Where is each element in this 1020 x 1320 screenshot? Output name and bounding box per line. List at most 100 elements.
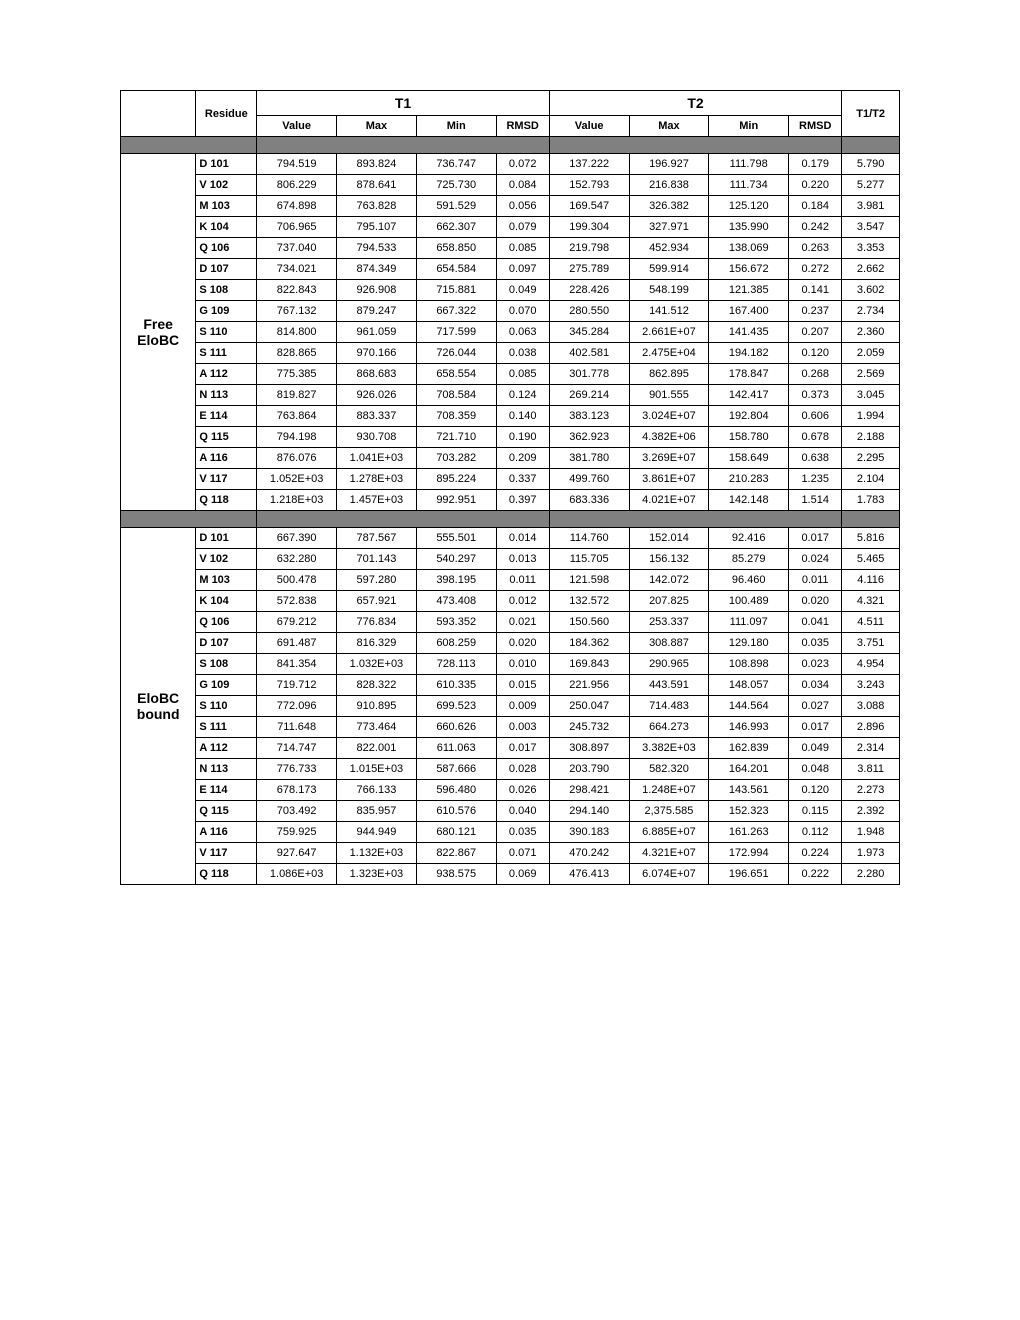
ratio: 3.811 [842, 759, 900, 780]
t1-max: 787.567 [337, 528, 417, 549]
table-row: D 107691.487816.329608.2590.020184.36230… [121, 633, 900, 654]
t1-min: 708.584 [416, 385, 496, 406]
residue-cell: D 101 [196, 528, 257, 549]
t1-min: 736.747 [416, 154, 496, 175]
table-row: Q 115703.492835.957610.5760.040294.1402,… [121, 801, 900, 822]
separator-row [121, 137, 900, 154]
t2-value: 275.789 [549, 259, 629, 280]
t1-value: 572.838 [257, 591, 337, 612]
t1-value: 841.354 [257, 654, 337, 675]
t2-max: 2,375.585 [629, 801, 709, 822]
t2-min: 92.416 [709, 528, 789, 549]
residue-cell: E 114 [196, 780, 257, 801]
t2-rmsd: 1.514 [789, 490, 842, 511]
t2-rmsd: 0.049 [789, 738, 842, 759]
t2-rmsd: 0.011 [789, 570, 842, 591]
residue-cell: S 110 [196, 696, 257, 717]
t1-rmsd: 0.038 [496, 343, 549, 364]
t2-max: 216.838 [629, 175, 709, 196]
t2-rmsd: 0.017 [789, 528, 842, 549]
t1-value: 1.086E+03 [257, 864, 337, 885]
t2-min: 167.400 [709, 301, 789, 322]
t1-max: 1.132E+03 [337, 843, 417, 864]
ratio: 2.059 [842, 343, 900, 364]
t1-max: 795.107 [337, 217, 417, 238]
residue-cell: Q 118 [196, 864, 257, 885]
t2-max: 3.382E+03 [629, 738, 709, 759]
t1-rmsd: 0.124 [496, 385, 549, 406]
t1-max: 816.329 [337, 633, 417, 654]
t1-rmsd: 0.003 [496, 717, 549, 738]
t1-value: 734.021 [257, 259, 337, 280]
t1-min: 992.951 [416, 490, 496, 511]
t1-min: 658.554 [416, 364, 496, 385]
t2-max: 196.927 [629, 154, 709, 175]
t2-value: 137.222 [549, 154, 629, 175]
ratio: 5.465 [842, 549, 900, 570]
t2-min: 138.069 [709, 238, 789, 259]
t1-rmsd: 0.011 [496, 570, 549, 591]
table-row: Q 106679.212776.834593.3520.021150.56025… [121, 612, 900, 633]
residue-cell: Q 115 [196, 801, 257, 822]
t1-min: 708.359 [416, 406, 496, 427]
t2-max: 290.965 [629, 654, 709, 675]
table-row: M 103674.898763.828591.5290.056169.54732… [121, 196, 900, 217]
table-row: A 116759.925944.949680.1210.035390.1836.… [121, 822, 900, 843]
t1-min: 680.121 [416, 822, 496, 843]
t2-rmsd: 0.035 [789, 633, 842, 654]
table-row: S 108822.843926.908715.8810.049228.42654… [121, 280, 900, 301]
t2-min: 152.323 [709, 801, 789, 822]
t2-value: 269.214 [549, 385, 629, 406]
t1-rmsd: 0.012 [496, 591, 549, 612]
t2-rmsd: 0.207 [789, 322, 842, 343]
t2-min: 156.672 [709, 259, 789, 280]
residue-cell: A 112 [196, 738, 257, 759]
t1-min: 667.322 [416, 301, 496, 322]
t2-max: 141.512 [629, 301, 709, 322]
t1-rmsd: 0.021 [496, 612, 549, 633]
t1-rmsd: 0.069 [496, 864, 549, 885]
t1-min: 715.881 [416, 280, 496, 301]
t2-min: 111.097 [709, 612, 789, 633]
header-value: Value [549, 116, 629, 137]
residue-cell: G 109 [196, 675, 257, 696]
t2-min: 96.460 [709, 570, 789, 591]
ratio: 1.783 [842, 490, 900, 511]
t1-min: 699.523 [416, 696, 496, 717]
t1-min: 596.480 [416, 780, 496, 801]
t1-rmsd: 0.026 [496, 780, 549, 801]
t2-max: 3.269E+07 [629, 448, 709, 469]
t2-value: 169.547 [549, 196, 629, 217]
residue-cell: D 107 [196, 259, 257, 280]
t1-max: 1.015E+03 [337, 759, 417, 780]
data-table: Residue T1 T2 T1/T2 Value Max Min RMSD V… [120, 90, 900, 885]
t2-value: 169.843 [549, 654, 629, 675]
t2-rmsd: 0.263 [789, 238, 842, 259]
ratio: 3.243 [842, 675, 900, 696]
table-row: N 113776.7331.015E+03587.6660.028203.790… [121, 759, 900, 780]
table-row: S 111711.648773.464660.6260.003245.73266… [121, 717, 900, 738]
t1-min: 658.850 [416, 238, 496, 259]
t1-min: 662.307 [416, 217, 496, 238]
t1-value: 776.733 [257, 759, 337, 780]
t2-value: 294.140 [549, 801, 629, 822]
ratio: 2.569 [842, 364, 900, 385]
t1-max: 944.949 [337, 822, 417, 843]
ratio: 3.981 [842, 196, 900, 217]
t2-value: 470.242 [549, 843, 629, 864]
t1-value: 775.385 [257, 364, 337, 385]
t1-rmsd: 0.209 [496, 448, 549, 469]
table-row: D 107734.021874.349654.5840.097275.78959… [121, 259, 900, 280]
t1-rmsd: 0.013 [496, 549, 549, 570]
t2-rmsd: 0.220 [789, 175, 842, 196]
table-header: Residue T1 T2 T1/T2 Value Max Min RMSD V… [121, 91, 900, 137]
t1-value: 678.173 [257, 780, 337, 801]
t2-min: 108.898 [709, 654, 789, 675]
t2-min: 129.180 [709, 633, 789, 654]
t2-value: 152.793 [549, 175, 629, 196]
t1-rmsd: 0.014 [496, 528, 549, 549]
residue-cell: M 103 [196, 570, 257, 591]
t2-min: 111.798 [709, 154, 789, 175]
t2-min: 125.120 [709, 196, 789, 217]
t2-max: 3.024E+07 [629, 406, 709, 427]
